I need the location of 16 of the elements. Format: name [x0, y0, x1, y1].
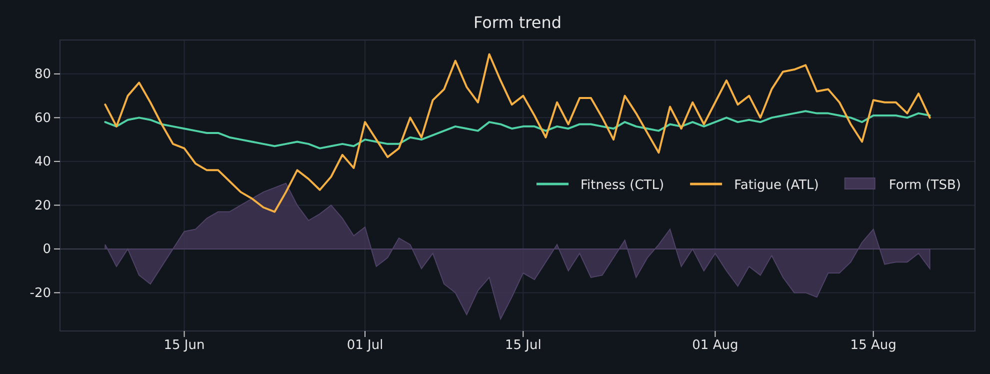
y-tick-label: 40 [34, 154, 51, 170]
legend-label: Form (TSB) [888, 178, 961, 193]
x-tick-label: 01 Jul [346, 338, 384, 354]
legend-label: Fitness (CTL) [580, 178, 664, 193]
y-tick-label: 60 [34, 110, 51, 126]
y-tick-label: 80 [34, 67, 51, 82]
x-tick-label: 01 Aug [692, 338, 738, 354]
x-tick-label: 15 Aug [850, 338, 896, 354]
legend-label: Fatigue (ATL) [734, 178, 819, 193]
y-tick-label: 20 [34, 198, 51, 214]
line-series [104, 110, 931, 150]
x-tick-label: 15 Jul [504, 338, 542, 354]
x-tick-label: 15 Jun [164, 338, 205, 354]
y-tick-label: -20 [30, 286, 51, 301]
y-tick-label: 0 [42, 242, 51, 258]
chart-title: Form trend [473, 13, 562, 32]
